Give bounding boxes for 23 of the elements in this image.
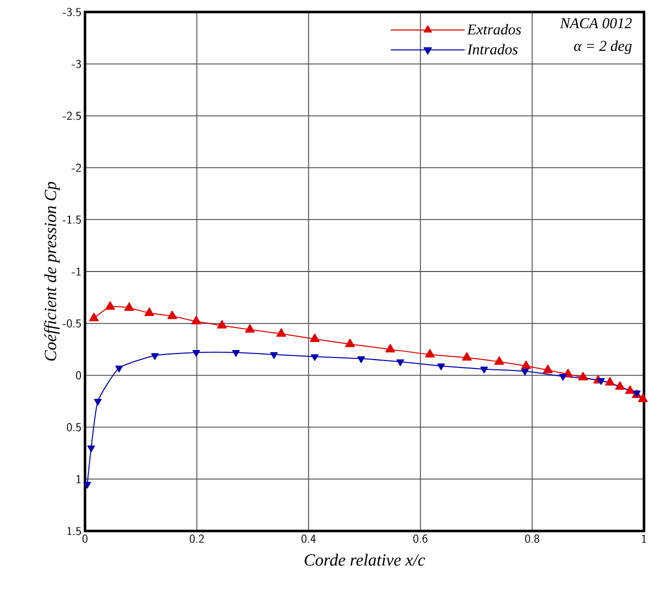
annotation: α = 2 deg xyxy=(574,40,632,54)
y-tick-label: -3.5 xyxy=(62,8,81,16)
y-tick-label: -1 xyxy=(72,267,81,276)
x-tick-label: 0.6 xyxy=(413,534,428,543)
y-tick-label: -3 xyxy=(72,60,81,68)
y-tick-label: 0.5 xyxy=(66,423,81,432)
x-tick-label: 0 xyxy=(82,534,88,543)
y-tick-label: 1.5 xyxy=(67,526,81,536)
x-tick-label: 0.2 xyxy=(190,534,204,543)
x-axis-title: Corde relative x/c xyxy=(304,554,426,566)
legend-label: Intrados xyxy=(467,44,518,54)
y-tick-label: 0 xyxy=(76,371,81,380)
x-tick-label: 0.4 xyxy=(302,534,316,543)
legend-label: Extrados xyxy=(467,24,521,35)
y-tick-label: -2.5 xyxy=(62,112,81,120)
y-tick-label: -2 xyxy=(72,164,81,172)
y-axis-title: Coéfficient de pression Cp xyxy=(44,182,60,361)
x-tick-label: 1 xyxy=(642,534,646,543)
annotation: NACA 0012 xyxy=(560,18,632,28)
y-tick-label: 1 xyxy=(76,475,81,484)
y-tick-label: -0.5 xyxy=(62,319,81,328)
x-tick-label: 0.8 xyxy=(525,534,540,543)
y-tick-label: -1.5 xyxy=(62,215,81,224)
